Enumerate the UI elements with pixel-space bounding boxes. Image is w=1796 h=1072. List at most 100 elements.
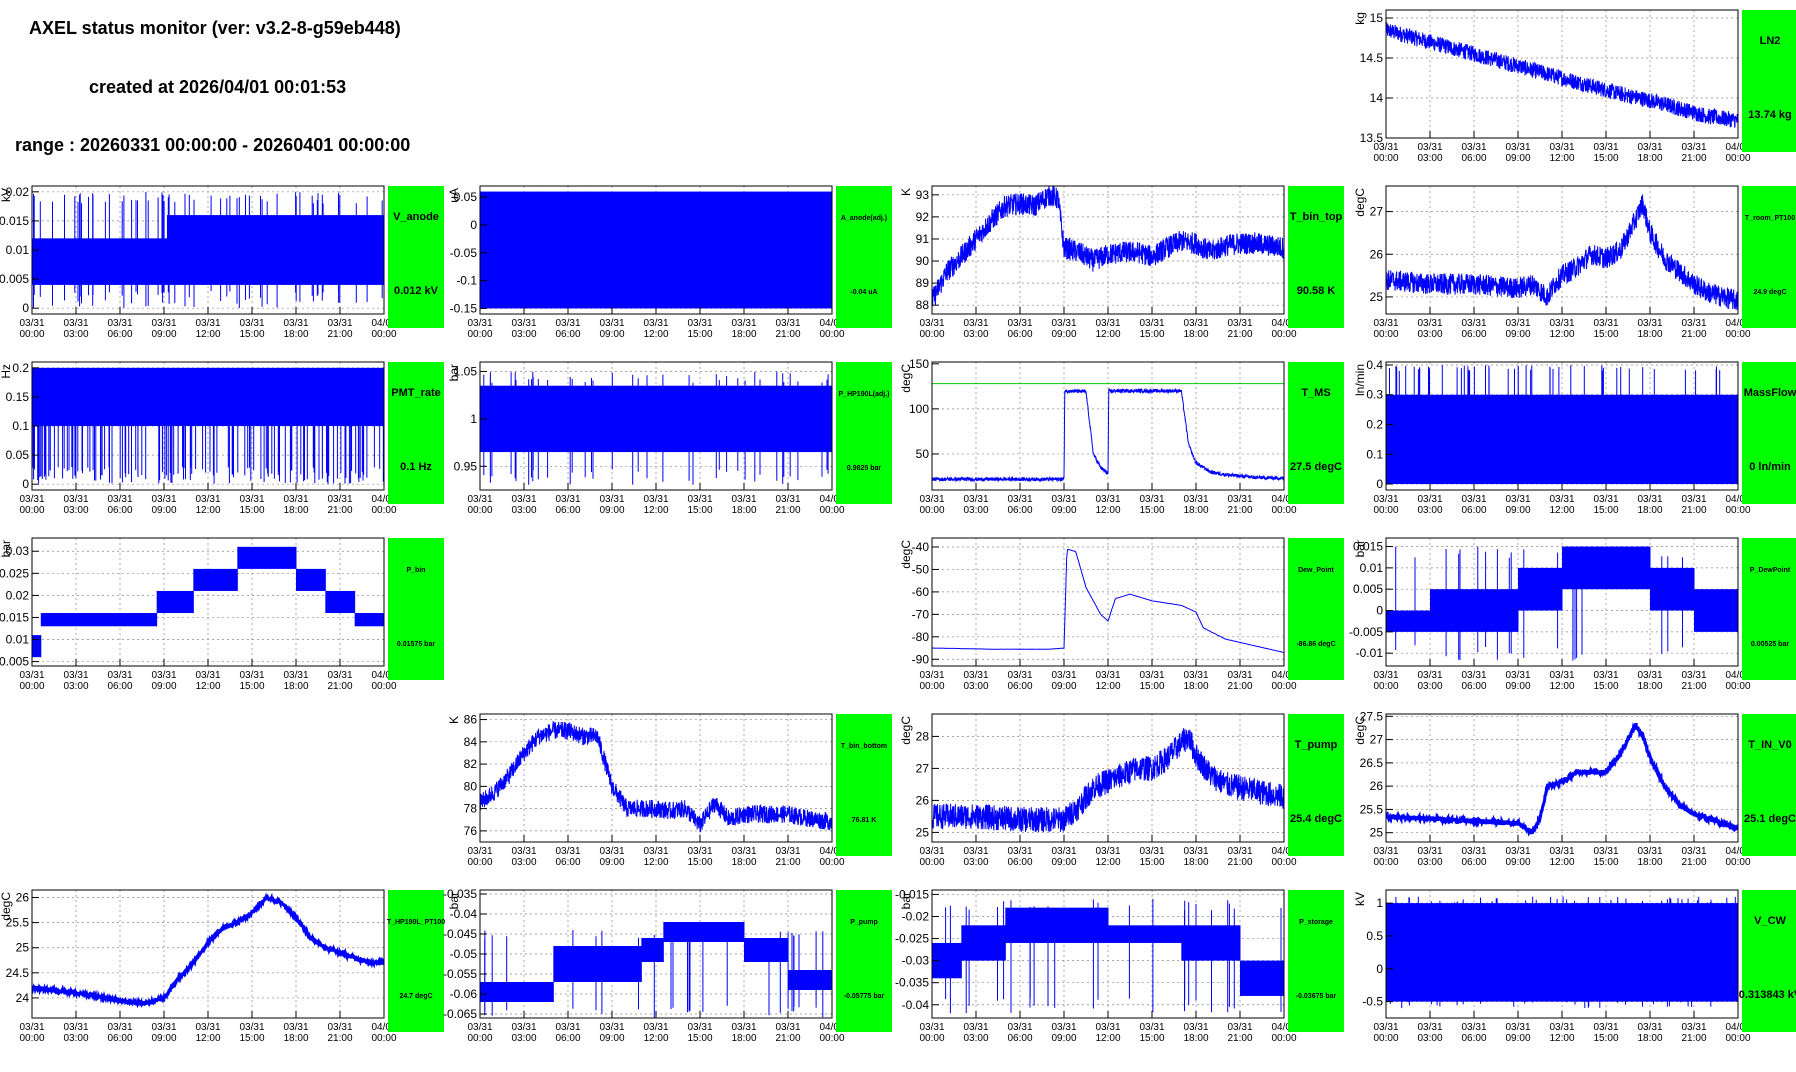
trace-band bbox=[1108, 925, 1182, 943]
x-tick-time: 15:00 bbox=[239, 329, 264, 340]
x-tick-time: 15:00 bbox=[239, 681, 264, 692]
trace-band bbox=[325, 590, 356, 614]
status-box bbox=[1288, 890, 1344, 1032]
x-tick-time: 03:00 bbox=[1417, 329, 1442, 340]
x-tick-date: 03/31 bbox=[1095, 846, 1120, 857]
x-tick-time: 00:00 bbox=[19, 329, 44, 340]
P_bin-chart: 0.0050.010.0150.020.0250.0303/3100:0003/… bbox=[0, 537, 444, 692]
y-tick-label: -0.035 bbox=[443, 887, 477, 901]
y-tick-label: 100 bbox=[909, 402, 929, 416]
x-tick-date: 03/31 bbox=[1373, 1022, 1398, 1033]
x-tick-time: 03:00 bbox=[511, 1033, 536, 1044]
y-tick-label: 0.015 bbox=[1353, 540, 1383, 554]
x-tick-time: 00:00 bbox=[819, 505, 844, 516]
y-tick-label: 0.1 bbox=[12, 419, 29, 433]
x-tick-date: 03/31 bbox=[1095, 494, 1120, 505]
x-tick-date: 03/31 bbox=[1637, 494, 1662, 505]
trace-spikes bbox=[1389, 896, 1736, 1009]
x-tick-time: 12:00 bbox=[1549, 505, 1574, 516]
x-tick-time: 03:00 bbox=[63, 1033, 88, 1044]
x-tick-time: 15:00 bbox=[1593, 153, 1618, 164]
x-tick-time: 00:00 bbox=[919, 505, 944, 516]
x-tick-time: 00:00 bbox=[1271, 1033, 1296, 1044]
status-value: 24.9 degC bbox=[1753, 289, 1786, 296]
T_pump-chart: 2526272803/3100:0003/3103:0003/3106:0003… bbox=[899, 713, 1344, 868]
y-axis-label: degC bbox=[0, 892, 13, 921]
x-tick-date: 04/01 bbox=[371, 1022, 396, 1033]
x-tick-date: 03/31 bbox=[1549, 846, 1574, 857]
y-tick-label: 25 bbox=[1370, 290, 1384, 304]
x-tick-date: 03/31 bbox=[643, 318, 668, 329]
y-tick-label: 25 bbox=[916, 825, 930, 839]
trace-band bbox=[1386, 610, 1431, 632]
x-tick-time: 12:00 bbox=[643, 329, 668, 340]
x-tick-time: 21:00 bbox=[327, 505, 352, 516]
y-tick-label: -0.15 bbox=[450, 301, 478, 315]
x-tick-date: 03/31 bbox=[1007, 318, 1032, 329]
y-tick-label: 0.01 bbox=[6, 633, 30, 647]
status-name: PMT_rate bbox=[391, 387, 441, 399]
x-tick-date: 03/31 bbox=[107, 494, 132, 505]
x-tick-time: 12:00 bbox=[643, 505, 668, 516]
x-tick-time: 09:00 bbox=[151, 681, 176, 692]
y-tick-label: -0.03 bbox=[902, 954, 930, 968]
x-tick-date: 03/31 bbox=[1007, 846, 1032, 857]
x-tick-date: 03/31 bbox=[63, 1022, 88, 1033]
x-tick-date: 03/31 bbox=[327, 670, 352, 681]
x-tick-time: 06:00 bbox=[555, 329, 580, 340]
x-tick-time: 00:00 bbox=[1271, 505, 1296, 516]
status-box bbox=[1742, 890, 1796, 1032]
status-name: P_HP190L(adj.) bbox=[839, 391, 890, 398]
x-tick-date: 03/31 bbox=[239, 318, 264, 329]
x-tick-date: 03/31 bbox=[1505, 142, 1530, 153]
x-tick-time: 09:00 bbox=[1505, 153, 1530, 164]
y-tick-label: 0.2 bbox=[12, 361, 29, 375]
status-value: -0.05775 bar bbox=[844, 993, 885, 1000]
x-tick-date: 03/31 bbox=[731, 1022, 756, 1033]
x-tick-date: 03/31 bbox=[1051, 1022, 1076, 1033]
x-tick-date: 03/31 bbox=[1227, 1022, 1252, 1033]
x-tick-time: 00:00 bbox=[1373, 857, 1398, 868]
x-tick-date: 03/31 bbox=[1417, 318, 1442, 329]
trace-line bbox=[932, 186, 1284, 307]
trace-band bbox=[553, 946, 642, 982]
y-axis-label: bar bbox=[899, 892, 913, 909]
status-name: T_bin_bottom bbox=[841, 743, 887, 750]
status-box bbox=[388, 186, 444, 328]
trace-spikes bbox=[484, 930, 824, 1018]
x-tick-date: 03/31 bbox=[1051, 670, 1076, 681]
y-tick-label: 0.15 bbox=[6, 390, 30, 404]
x-tick-date: 03/31 bbox=[1637, 318, 1662, 329]
x-tick-time: 12:00 bbox=[1095, 681, 1120, 692]
y-axis-label: kg bbox=[1353, 12, 1367, 25]
status-name: P_storage bbox=[1299, 919, 1333, 926]
x-tick-date: 03/31 bbox=[1373, 318, 1398, 329]
trace-band bbox=[1005, 907, 1109, 943]
y-tick-label: 14 bbox=[1370, 91, 1384, 105]
x-tick-time: 06:00 bbox=[1007, 1033, 1032, 1044]
x-tick-time: 03:00 bbox=[63, 505, 88, 516]
x-tick-time: 03:00 bbox=[963, 1033, 988, 1044]
x-tick-date: 03/31 bbox=[107, 670, 132, 681]
x-tick-date: 03/31 bbox=[1461, 142, 1486, 153]
y-axis-label: uA bbox=[447, 188, 461, 203]
x-tick-time: 06:00 bbox=[1461, 857, 1486, 868]
x-tick-time: 18:00 bbox=[1637, 153, 1662, 164]
x-tick-date: 03/31 bbox=[1373, 670, 1398, 681]
status-box bbox=[1288, 714, 1344, 856]
status-name: LN2 bbox=[1760, 35, 1781, 47]
MassFlow-chart: 00.10.20.30.403/3100:0003/3103:0003/3106… bbox=[1353, 358, 1796, 516]
trace bbox=[32, 191, 384, 308]
y-tick-label: 26 bbox=[1370, 779, 1384, 793]
x-tick-time: 15:00 bbox=[1139, 329, 1164, 340]
x-tick-time: 12:00 bbox=[195, 329, 220, 340]
x-tick-date: 03/31 bbox=[1007, 670, 1032, 681]
x-tick-date: 03/31 bbox=[1461, 318, 1486, 329]
trace-line bbox=[1386, 722, 1738, 837]
x-tick-time: 15:00 bbox=[1593, 1033, 1618, 1044]
x-tick-time: 15:00 bbox=[687, 329, 712, 340]
x-tick-time: 12:00 bbox=[195, 681, 220, 692]
x-tick-time: 18:00 bbox=[1637, 505, 1662, 516]
trace-spikes bbox=[1389, 365, 1721, 425]
status-name: T_HP190L_PT100 bbox=[387, 919, 445, 926]
